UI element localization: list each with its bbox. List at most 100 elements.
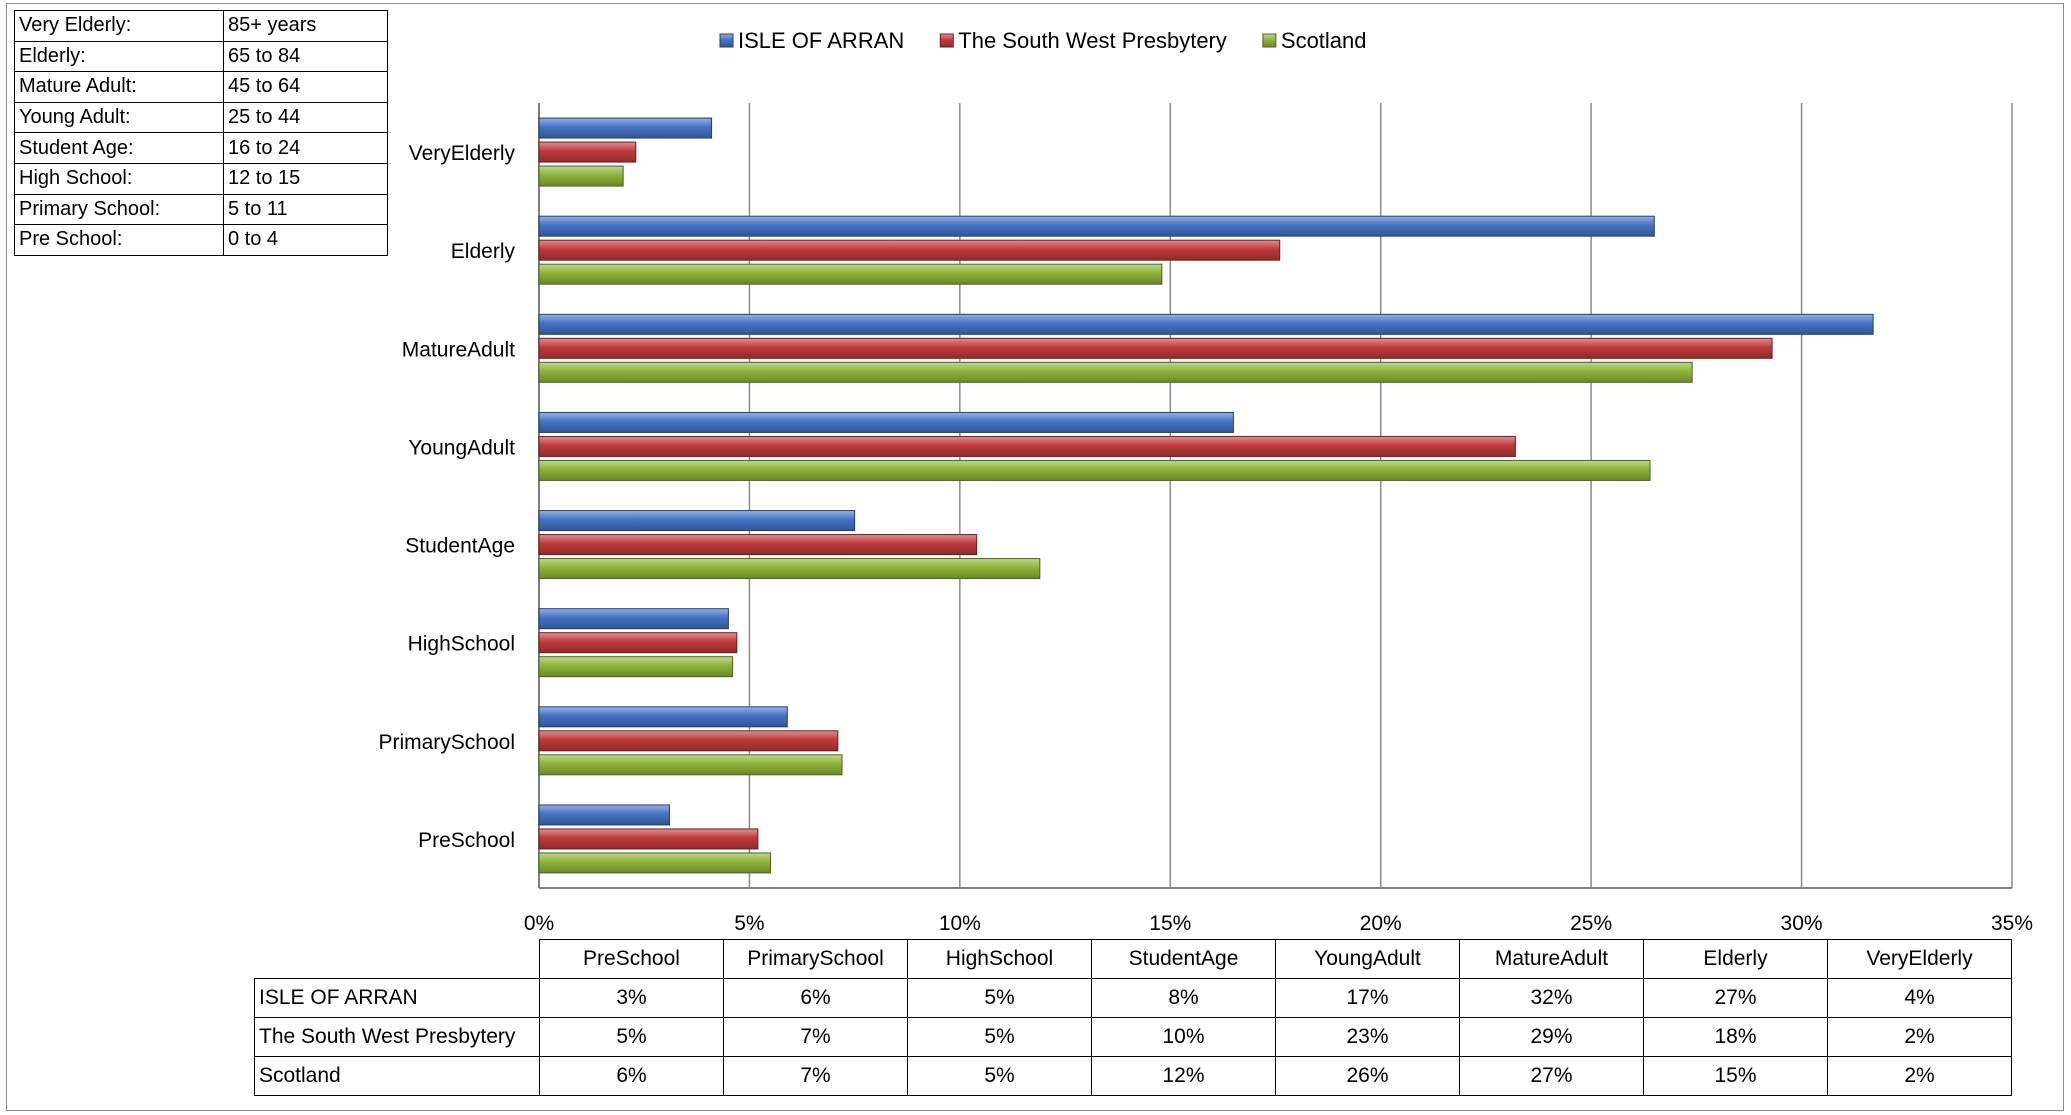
data-table: PreSchool PrimarySchool HighSchool StudentA… (254, 939, 2012, 1096)
category-label: Elderly (451, 240, 516, 263)
category-label: HighSchool (408, 633, 515, 656)
x-tick-label: 15% (1149, 912, 1191, 935)
legend-label: ISLE OF ARRAN (738, 28, 904, 53)
table-cell: 23% (1275, 1017, 1460, 1057)
bar-the-south-west-presbytery-studentage (538, 534, 978, 556)
bar-isle-of-arran-primaryschool (538, 706, 788, 728)
age-group-label: Very Elderly: (14, 10, 224, 42)
age-group-range: 45 to 64 (223, 71, 388, 103)
table-cell: 5% (539, 1017, 724, 1057)
x-tick-label: 20% (1360, 912, 1402, 935)
bar-scotland-veryelderly (538, 165, 624, 187)
age-group-row: Primary School: 5 to 11 (14, 193, 388, 226)
table-column-header: VeryElderly (1827, 939, 2012, 979)
table-column-header: PrimarySchool (723, 939, 908, 979)
bar-the-south-west-presbytery-preschool (538, 828, 759, 850)
legend-swatch (1262, 33, 1277, 48)
table-column-header: MatureAdult (1459, 939, 1644, 979)
age-group-range: 0 to 4 (223, 224, 388, 256)
bar-scotland-highschool (538, 656, 734, 678)
table-column-header: YoungAdult (1275, 939, 1460, 979)
age-group-range: 25 to 44 (223, 101, 388, 134)
bar-isle-of-arran-matureadult (538, 313, 1874, 335)
category-label: VeryElderly (409, 142, 516, 165)
bar-scotland-elderly (538, 263, 1163, 285)
bar-isle-of-arran-preschool (538, 804, 670, 826)
age-group-label: Student Age: (14, 132, 224, 164)
age-group-label: Pre School: (14, 224, 224, 256)
x-tick-label: 30% (1781, 912, 1823, 935)
age-group-label: Primary School: (14, 193, 224, 226)
age-group-row: High School: 12 to 15 (14, 162, 388, 195)
age-group-row: Mature Adult: 45 to 64 (14, 71, 388, 103)
table-corner (255, 940, 540, 979)
table-header-row: PreSchool PrimarySchool HighSchool StudentA… (255, 939, 2012, 979)
bar-scotland-youngadult (538, 459, 1651, 481)
legend-swatch (719, 33, 734, 48)
age-group-range: 5 to 11 (223, 193, 388, 226)
table-cell: 27% (1459, 1056, 1644, 1096)
table-cell: 10% (1091, 1017, 1276, 1057)
bar-isle-of-arran-veryelderly (538, 117, 713, 139)
bar-isle-of-arran-studentage (538, 510, 856, 532)
x-tick-label: 0% (524, 912, 554, 935)
bar-scotland-matureadult (538, 361, 1693, 383)
category-label: MatureAdult (402, 338, 515, 361)
table-cell: 7% (723, 1056, 908, 1096)
bar-scotland-primaryschool (538, 754, 843, 776)
bar-isle-of-arran-youngadult (538, 411, 1234, 433)
age-group-label: High School: (14, 162, 224, 195)
category-label: YoungAdult (408, 436, 515, 459)
age-group-range: 65 to 84 (223, 40, 388, 73)
age-group-label: Mature Adult: (14, 71, 224, 103)
table-column-header: StudentAge (1091, 939, 1276, 979)
age-group-range: 12 to 15 (223, 162, 388, 195)
x-tick-label: 35% (1991, 912, 2033, 935)
x-tick-label: 5% (734, 912, 764, 935)
age-group-row: Pre School: 0 to 4 (14, 224, 388, 256)
table-cell: 17% (1275, 978, 1460, 1018)
age-group-label: Young Adult: (14, 101, 224, 134)
table-cell: 26% (1275, 1056, 1460, 1096)
bar-the-south-west-presbytery-youngadult (538, 435, 1516, 457)
bar-isle-of-arran-elderly (538, 215, 1655, 237)
age-group-table: Very Elderly: 85+ years Elderly: 65 to 84 Ma… (14, 10, 388, 256)
table-cell: 18% (1643, 1017, 1828, 1057)
x-tick-label: 25% (1570, 912, 1612, 935)
x-tick-label: 10% (939, 912, 981, 935)
table-cell: 5% (907, 978, 1092, 1018)
table-cell: 3% (539, 978, 724, 1018)
age-group-row: Student Age: 16 to 24 (14, 132, 388, 164)
table-cell: 6% (539, 1056, 724, 1096)
bar-the-south-west-presbytery-veryelderly (538, 141, 637, 163)
legend-label: Scotland (1281, 28, 1367, 53)
bar-the-south-west-presbytery-highschool (538, 632, 738, 654)
table-cell: 5% (907, 1017, 1092, 1057)
table-cell: 2% (1827, 1017, 2012, 1057)
age-group-row: Elderly: 65 to 84 (14, 40, 388, 73)
legend-label: The South West Presbytery (958, 28, 1227, 53)
age-group-range: 85+ years (223, 10, 388, 42)
bar-scotland-studentage (538, 558, 1041, 580)
category-label: StudentAge (405, 535, 515, 558)
bar-the-south-west-presbytery-elderly (538, 239, 1281, 261)
age-group-label: Elderly: (14, 40, 224, 73)
table-cell: 15% (1643, 1056, 1828, 1096)
legend-swatch (939, 33, 954, 48)
table-cell: 27% (1643, 978, 1828, 1018)
category-label: PrimarySchool (378, 731, 515, 754)
table-cell: 6% (723, 978, 908, 1018)
table-cell: 4% (1827, 978, 2012, 1018)
table-cell: 8% (1091, 978, 1276, 1018)
category-label: PreSchool (418, 829, 515, 852)
bar-scotland-preschool (538, 852, 771, 874)
bar-the-south-west-presbytery-matureadult (538, 337, 1773, 359)
table-row: ISLE OF ARRAN 3% 6% 5% 8% 17% 32% 27% 4% (254, 978, 2012, 1018)
table-row-header: The South West Presbytery (254, 1017, 540, 1057)
bar-isle-of-arran-highschool (538, 608, 729, 630)
chart-frame (6, 3, 2064, 1111)
table-cell: 29% (1459, 1017, 1644, 1057)
table-column-header: Elderly (1643, 939, 1828, 979)
table-cell: 32% (1459, 978, 1644, 1018)
